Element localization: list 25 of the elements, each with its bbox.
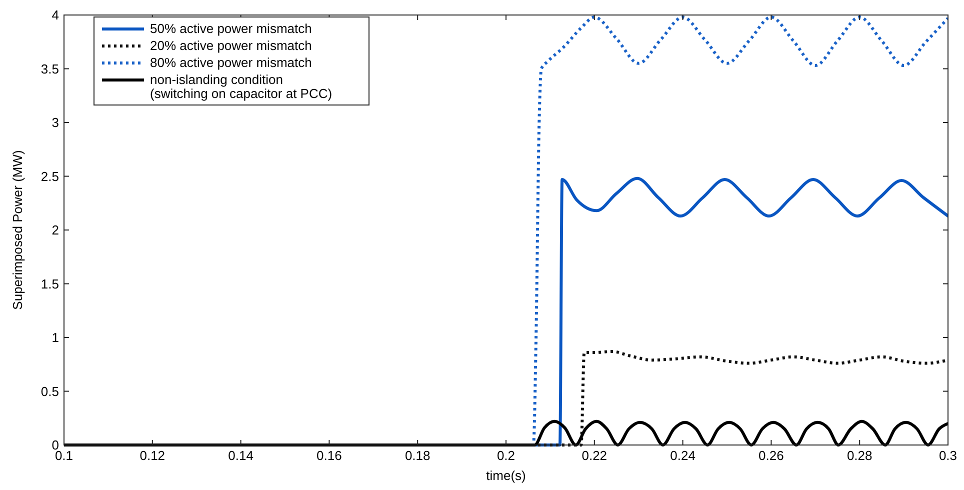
x-tick-label: 0.28 (846, 448, 872, 463)
y-axis-title: Superimposed Power (MW) (10, 150, 25, 310)
y-tick-label: 3 (52, 115, 59, 130)
legend-label: 50% active power mismatch (150, 21, 312, 36)
x-tick-label: 0.2 (496, 448, 516, 463)
y-tick-label: 4 (52, 8, 59, 22)
y-tick-label: 1.5 (40, 276, 59, 292)
x-tick-label: 0.26 (758, 448, 784, 463)
line-series (64, 420, 948, 446)
x-tick-label: 0.16 (316, 448, 342, 463)
legend-label: 20% active power mismatch (150, 38, 312, 53)
y-tick-label: 0.5 (40, 384, 59, 399)
y-tick-label: 2 (52, 222, 59, 238)
x-tick-label: 0.3 (938, 448, 958, 463)
x-tick-label: 0.22 (582, 448, 608, 463)
legend-label: non-islanding condition (switching on capacitor at PCC) (150, 72, 332, 101)
x-tick-label: 0.18 (404, 448, 430, 463)
x-tick-label: 0.14 (228, 448, 254, 463)
x-axis-title: time(s) (486, 468, 526, 483)
x-tick-label: 0.12 (140, 448, 166, 463)
y-tick-label: 1 (52, 330, 59, 345)
y-tick-label: 2.5 (40, 168, 59, 184)
legend-label: 80% active power mismatch (150, 55, 312, 70)
y-tick-label: 3.5 (40, 61, 59, 76)
x-tick-label: 0.24 (670, 448, 696, 463)
